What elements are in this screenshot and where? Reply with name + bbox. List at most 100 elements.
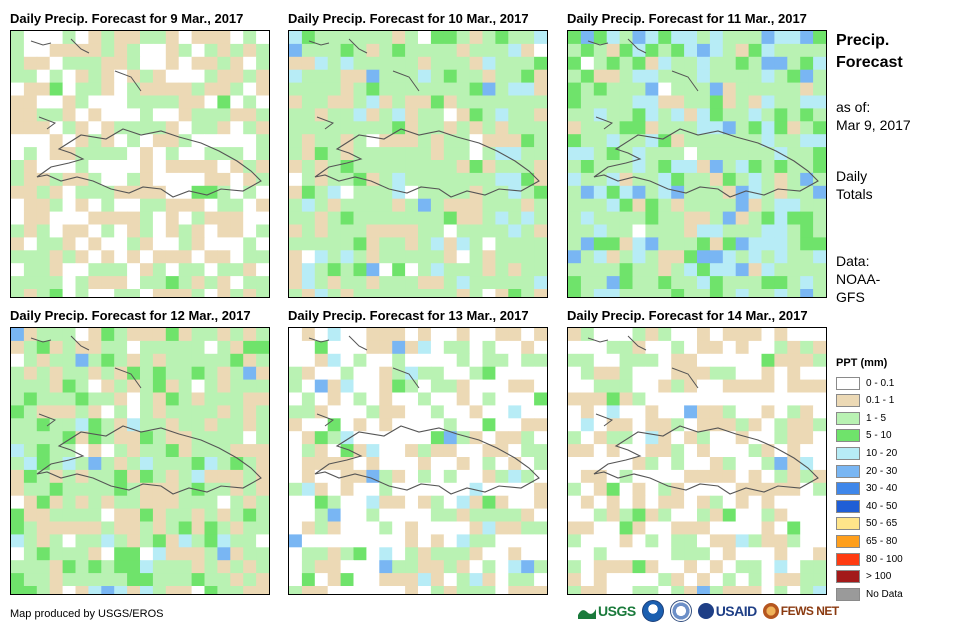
precip-cell — [774, 573, 788, 587]
precip-cell — [482, 95, 496, 109]
precip-cell — [256, 418, 269, 432]
precip-cell — [495, 418, 509, 432]
precip-cell — [593, 95, 608, 109]
precip-cell — [178, 69, 192, 83]
precip-cell — [88, 586, 102, 594]
precip-cell — [735, 444, 749, 458]
precip-cell — [191, 56, 205, 71]
precip-cell — [392, 56, 406, 71]
precip-cell — [684, 211, 698, 225]
data-source-block: Data: NOAA- GFS — [836, 252, 880, 306]
precip-cell — [62, 289, 76, 297]
precip-cell — [392, 495, 406, 509]
precip-cell — [230, 185, 244, 200]
precip-cell — [671, 134, 685, 148]
precip-cell — [456, 353, 470, 368]
precip-cell — [534, 289, 547, 297]
precip-cell — [469, 521, 483, 535]
precip-cell — [709, 560, 724, 574]
precip-cell — [191, 521, 205, 535]
precip-cell — [165, 56, 180, 71]
precip-cell — [36, 108, 51, 122]
precip-cell — [735, 224, 749, 238]
precip-cell — [748, 147, 762, 161]
precip-cell — [671, 198, 685, 212]
precip-cell — [671, 43, 685, 58]
precip-cell — [580, 508, 595, 522]
precip-cell — [366, 95, 380, 109]
precip-cell — [709, 534, 724, 548]
precip-cell — [619, 147, 633, 161]
precip-cell — [405, 366, 419, 380]
precip-cell — [658, 366, 672, 380]
data-line3: GFS — [836, 289, 865, 305]
precip-cell — [314, 405, 329, 419]
precip-cell — [301, 172, 316, 187]
precip-cell — [469, 405, 483, 419]
precip-cell — [152, 134, 167, 148]
precip-cell — [722, 534, 737, 548]
precip-cell — [813, 340, 826, 355]
precip-cell — [534, 147, 547, 161]
precip-cell — [49, 250, 63, 264]
precip-cell — [301, 353, 316, 368]
precip-cell — [114, 495, 128, 509]
precip-cell — [178, 108, 192, 122]
precip-cell — [482, 366, 496, 380]
precip-cell — [152, 82, 167, 96]
precip-cell — [289, 172, 303, 187]
precip-cell — [568, 69, 582, 83]
precip-cell — [191, 263, 205, 277]
precip-cell — [165, 534, 180, 548]
precip-cell — [62, 508, 76, 522]
precip-cell — [735, 495, 749, 509]
precip-cell — [430, 495, 445, 509]
precip-cell — [748, 495, 762, 509]
precip-cell — [568, 495, 582, 509]
panel-title-5: Daily Precip. Forecast for 13 Mar., 2017 — [288, 308, 529, 323]
precip-cell — [580, 172, 595, 187]
precip-cell — [456, 160, 470, 174]
precip-cell — [697, 328, 711, 342]
precip-cell — [256, 198, 269, 212]
precip-cell — [521, 108, 535, 122]
precip-cell — [217, 95, 231, 109]
precip-cell — [217, 43, 231, 58]
precip-cell — [430, 444, 445, 458]
precip-cell — [405, 237, 419, 251]
precip-cell — [495, 392, 509, 406]
precip-cell — [36, 366, 51, 380]
precip-cell — [469, 534, 483, 548]
precip-cell — [593, 289, 608, 297]
precip-cell — [379, 31, 393, 45]
precip-cell — [482, 108, 496, 122]
precip-cell — [495, 379, 509, 393]
precip-cell — [684, 508, 698, 522]
precip-cell — [11, 469, 25, 484]
precip-cell — [580, 211, 595, 225]
precip-cell — [593, 457, 608, 471]
precip-cell — [36, 121, 51, 135]
precip-cell — [800, 521, 814, 535]
precip-cell — [709, 328, 724, 342]
precip-cell — [62, 211, 76, 225]
precip-cell — [606, 366, 620, 380]
precip-cell — [11, 276, 25, 290]
precip-cell — [217, 379, 231, 393]
precip-cell — [49, 534, 63, 548]
precip-cell — [671, 508, 685, 522]
precip-cell — [165, 172, 180, 187]
precip-cell — [23, 69, 38, 83]
precip-cell — [722, 134, 737, 148]
precip-cell — [152, 366, 167, 380]
precip-cell — [140, 211, 154, 225]
precip-cell — [62, 56, 76, 71]
precip-cell — [75, 108, 89, 122]
precip-cell — [774, 237, 788, 251]
precip-cell — [418, 121, 432, 135]
precip-cell — [593, 56, 608, 71]
precip-cell — [191, 237, 205, 251]
precip-cell — [658, 405, 672, 419]
precip-cell — [366, 366, 380, 380]
precip-cell — [593, 198, 608, 212]
